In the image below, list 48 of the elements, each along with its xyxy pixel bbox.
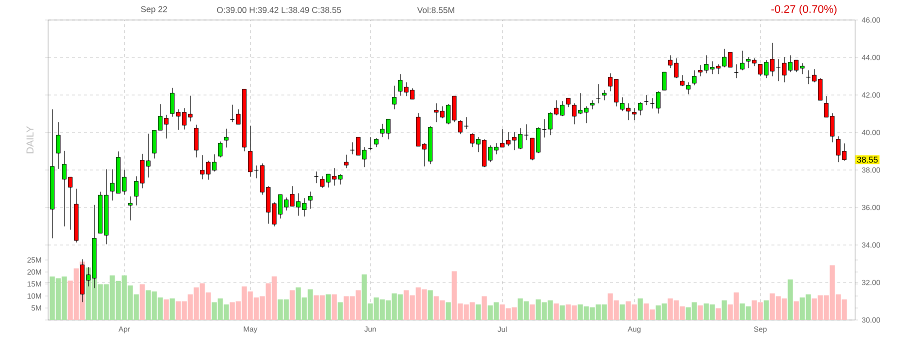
bar	[794, 301, 799, 320]
candlestick	[218, 141, 223, 158]
bar	[170, 298, 175, 320]
candlestick	[632, 108, 637, 120]
bar	[554, 303, 559, 320]
bar	[764, 300, 769, 320]
bar	[446, 302, 451, 320]
annotation: 38.55	[857, 156, 878, 163]
text: -0.27 (0.70%)	[771, 4, 837, 16]
candlestick	[638, 102, 643, 116]
bar	[140, 284, 145, 320]
candlestick	[314, 171, 319, 184]
bar	[164, 299, 169, 320]
text: Sep 22	[140, 6, 167, 14]
bar	[788, 279, 793, 320]
candlestick	[128, 196, 133, 221]
candlestick	[344, 154, 349, 168]
candlestick	[368, 136, 373, 150]
candlestick	[662, 72, 667, 90]
candlestick	[248, 125, 253, 178]
candlestick	[692, 70, 697, 86]
bar	[290, 290, 295, 320]
candlestick	[602, 90, 607, 101]
text: DAILY	[26, 126, 34, 154]
candlestick	[644, 94, 649, 106]
bar	[332, 294, 337, 320]
candlestick	[308, 191, 313, 210]
bar	[716, 308, 721, 320]
text: O:39.00 H:39.42 L:38.49 C:38.55	[217, 7, 342, 13]
candlestick	[392, 86, 397, 110]
candlestick	[734, 64, 739, 78]
bar	[722, 300, 727, 320]
candlestick	[458, 120, 463, 134]
bar	[428, 290, 433, 320]
bar	[620, 304, 625, 320]
bar	[338, 302, 343, 320]
bar	[326, 294, 331, 320]
candlestick	[740, 50, 745, 71]
candlestick	[224, 128, 229, 148]
bar	[530, 304, 535, 320]
bar	[482, 296, 487, 320]
text: Vol:8.55M	[417, 6, 454, 14]
bar	[476, 304, 481, 320]
candlestick	[194, 124, 199, 158]
bar	[560, 305, 565, 320]
bar	[698, 305, 703, 320]
candlestick	[56, 122, 61, 170]
bar	[638, 298, 643, 320]
